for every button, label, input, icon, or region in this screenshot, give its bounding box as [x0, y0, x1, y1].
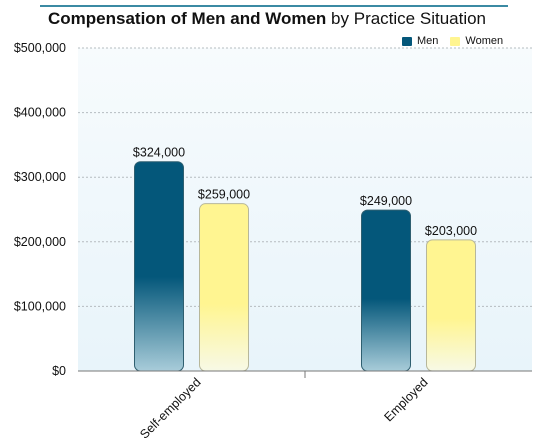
legend-label-men: Men — [417, 35, 439, 47]
y-tick-label: $300,000 — [14, 170, 66, 184]
data-label: $203,000 — [425, 224, 477, 238]
data-label: $259,000 — [198, 188, 250, 202]
y-tick-label: $200,000 — [14, 235, 66, 249]
y-tick-label: $100,000 — [14, 299, 66, 313]
bar-men-self-employed — [134, 161, 184, 372]
x-tick-label: Self-employed — [137, 375, 203, 439]
legend-item-women: Women — [450, 35, 503, 47]
data-label: $249,000 — [360, 194, 412, 208]
legend-swatch-women — [450, 36, 461, 46]
legend-label-women: Women — [465, 35, 504, 47]
title-rule — [40, 5, 508, 7]
legend-swatch-men — [402, 36, 412, 46]
y-tick-label: $0 — [52, 364, 66, 378]
bar-women-self-employed — [199, 203, 249, 372]
legend: Men Women — [402, 35, 515, 47]
y-tick-label: $500,000 — [14, 41, 66, 55]
data-label: $324,000 — [133, 146, 185, 160]
chart-title-bold: Compensation of Men and Women — [48, 9, 327, 28]
bar-men-employed — [361, 209, 411, 372]
y-tick-label: $400,000 — [14, 106, 66, 120]
x-tick-label: Employed — [381, 375, 430, 424]
chart-title-rest: by Practice Situation — [331, 9, 487, 28]
chart-title: Compensation of Men and Women by Practic… — [48, 9, 486, 29]
legend-item-men: Men — [402, 35, 438, 47]
bar-women-employed — [426, 239, 476, 372]
